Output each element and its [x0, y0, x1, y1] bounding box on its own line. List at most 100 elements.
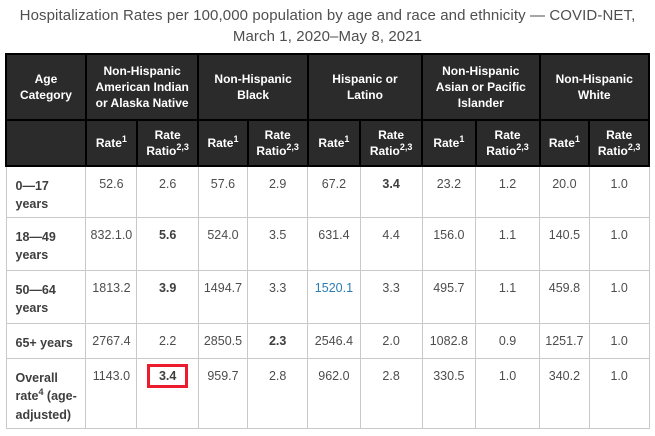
subheader-row: Rate1 Rate Ratio2,3 Rate1 Rate Ratio2,3 …	[5, 119, 650, 167]
table-cell: 3.4	[136, 358, 199, 429]
table-cell: 1.1	[475, 270, 541, 325]
table-cell: 3.4	[359, 165, 423, 219]
rate-label: Rate	[548, 135, 575, 150]
table-cell: 0.9	[475, 323, 541, 360]
rate-ratio-sup: 2,3	[286, 142, 299, 152]
row-label: Overall rate4 (age-adjusted)	[5, 358, 87, 429]
table-cell: 1.1	[475, 217, 541, 272]
table-cell: 2546.4	[307, 323, 361, 360]
rate-ratio-header: Rate Ratio2,3	[474, 119, 541, 167]
table-cell: 3.3	[359, 270, 423, 325]
row-label-text: Overall rate	[15, 371, 58, 404]
age-category-header: Age Category	[5, 53, 87, 121]
table-cell: 156.0	[421, 217, 477, 272]
group-header-white: Non-Hispanic White	[538, 53, 651, 121]
rate-header: Rate1	[538, 119, 591, 167]
table-cell: 20.0	[539, 165, 590, 219]
table-cell: 962.0	[307, 358, 361, 429]
table-cell: 1.2	[475, 165, 541, 219]
rate-ratio-sup: 2,3	[176, 142, 189, 152]
table-cell: 2850.5	[197, 323, 249, 360]
hospitalization-rates-table: Age Category Non-Hispanic American India…	[5, 53, 651, 429]
table-cell: 57.6	[197, 165, 249, 219]
table-cell: 631.4	[307, 217, 361, 272]
table-cell: 67.2	[307, 165, 361, 219]
table-cell: 1813.2	[85, 270, 138, 325]
table-cell: 495.7	[421, 270, 477, 325]
table-cell: 1251.7	[539, 323, 590, 360]
table-cell: 2.3	[247, 323, 309, 360]
group-header-ai-an: Non-Hispanic American Indian or Alaska N…	[84, 53, 200, 121]
highlighted-cell-red-box: 3.4	[146, 364, 189, 389]
row-label: 18—49 years	[5, 217, 87, 272]
table-cell: 832.1.0	[85, 217, 138, 272]
rate-ratio-label: Rate Ratio	[597, 127, 633, 158]
table-cell: 340.2	[539, 358, 590, 429]
group-header-row: Age Category Non-Hispanic American India…	[5, 53, 651, 121]
table-cell: 1143.0	[85, 358, 138, 429]
table-row: 0—17 years 52.6 2.6 57.6 2.9 67.2 3.4 23…	[5, 165, 650, 219]
rate-header: Rate1	[84, 119, 138, 167]
table-cell: 2767.4	[85, 323, 138, 360]
row-label: 0—17 years	[5, 165, 87, 219]
rate-sup: 1	[121, 133, 127, 144]
rate-ratio-sup: 2,3	[627, 142, 641, 152]
table-cell: 1.0	[588, 270, 650, 325]
table-cell: 2.6	[136, 165, 199, 219]
page-title: Hospitalization Rates per 100,000 popula…	[19, 7, 636, 45]
row-label: 65+ years	[5, 323, 87, 360]
footnote: 1 COVID-19-associated hospitalization ra…	[0, 429, 655, 436]
table-cell: 2.9	[247, 165, 309, 219]
rate-ratio-sup: 2,3	[516, 142, 529, 152]
rate-label: Rate	[318, 135, 345, 150]
rate-label: Rate	[95, 135, 122, 150]
group-header-asian-pi: Non-Hispanic Asian or Pacific Islander	[421, 53, 541, 121]
rate-ratio-sup: 2,3	[399, 142, 413, 152]
table-cell: 1.0	[588, 358, 650, 429]
rate-ratio-label: Rate Ratio	[256, 127, 291, 158]
rate-label: Rate	[433, 135, 460, 150]
table-cell: 2.0	[359, 323, 423, 360]
table-row: 50—64 years 1813.2 3.9 1494.7 3.3 1520.1…	[5, 270, 650, 325]
table-cell: 3.3	[247, 270, 309, 325]
table-cell: 5.6	[136, 217, 199, 272]
table-cell: 4.4	[359, 217, 423, 272]
rate-sup: 1	[459, 133, 465, 144]
group-header-black: Non-Hispanic Black	[197, 53, 309, 121]
rate-sup: 1	[233, 133, 239, 144]
rate-ratio-label: Rate Ratio	[369, 127, 405, 158]
rate-sup: 1	[574, 133, 580, 144]
rate-header: Rate1	[421, 119, 477, 167]
table-cell: 3.9	[136, 270, 199, 325]
table-cell: 1520.1	[307, 270, 361, 325]
rate-header: Rate1	[197, 119, 249, 167]
empty-header-cell	[5, 119, 87, 167]
table-cell: 2.2	[136, 323, 199, 360]
table-cell: 2.8	[359, 358, 423, 429]
table-cell: 1.0	[588, 217, 650, 272]
table-cell: 1.0	[588, 323, 650, 360]
row-label-sup: 4	[38, 387, 44, 398]
table-cell: 52.6	[85, 165, 138, 219]
rate-sup: 1	[344, 133, 350, 144]
table-cell: 23.2	[421, 165, 477, 219]
table-cell: 459.8	[539, 270, 590, 325]
table-cell: 1.0	[475, 358, 541, 429]
table-row: 18—49 years 832.1.0 5.6 524.0 3.5 631.4 …	[5, 217, 650, 272]
table-cell: 524.0	[197, 217, 249, 272]
table-cell: 1494.7	[197, 270, 249, 325]
table-cell: 1.0	[588, 165, 650, 219]
rate-ratio-header: Rate Ratio2,3	[135, 119, 200, 167]
table-cell: 140.5	[539, 217, 590, 272]
table-cell: 330.5	[421, 358, 477, 429]
table-row: 65+ years 2767.4 2.2 2850.5 2.3 2546.4 2…	[5, 323, 650, 360]
table-row: Overall rate4 (age-adjusted) 1143.0 3.4 …	[5, 358, 650, 429]
rate-label: Rate	[207, 135, 234, 150]
table-cell: 3.5	[247, 217, 309, 272]
row-label: 50—64 years	[5, 270, 87, 325]
rate-ratio-label: Rate Ratio	[146, 127, 181, 158]
row-label-text: (age-adjusted)	[15, 389, 77, 422]
table-cell: 959.7	[197, 358, 249, 429]
rate-ratio-header: Rate Ratio2,3	[359, 119, 424, 167]
